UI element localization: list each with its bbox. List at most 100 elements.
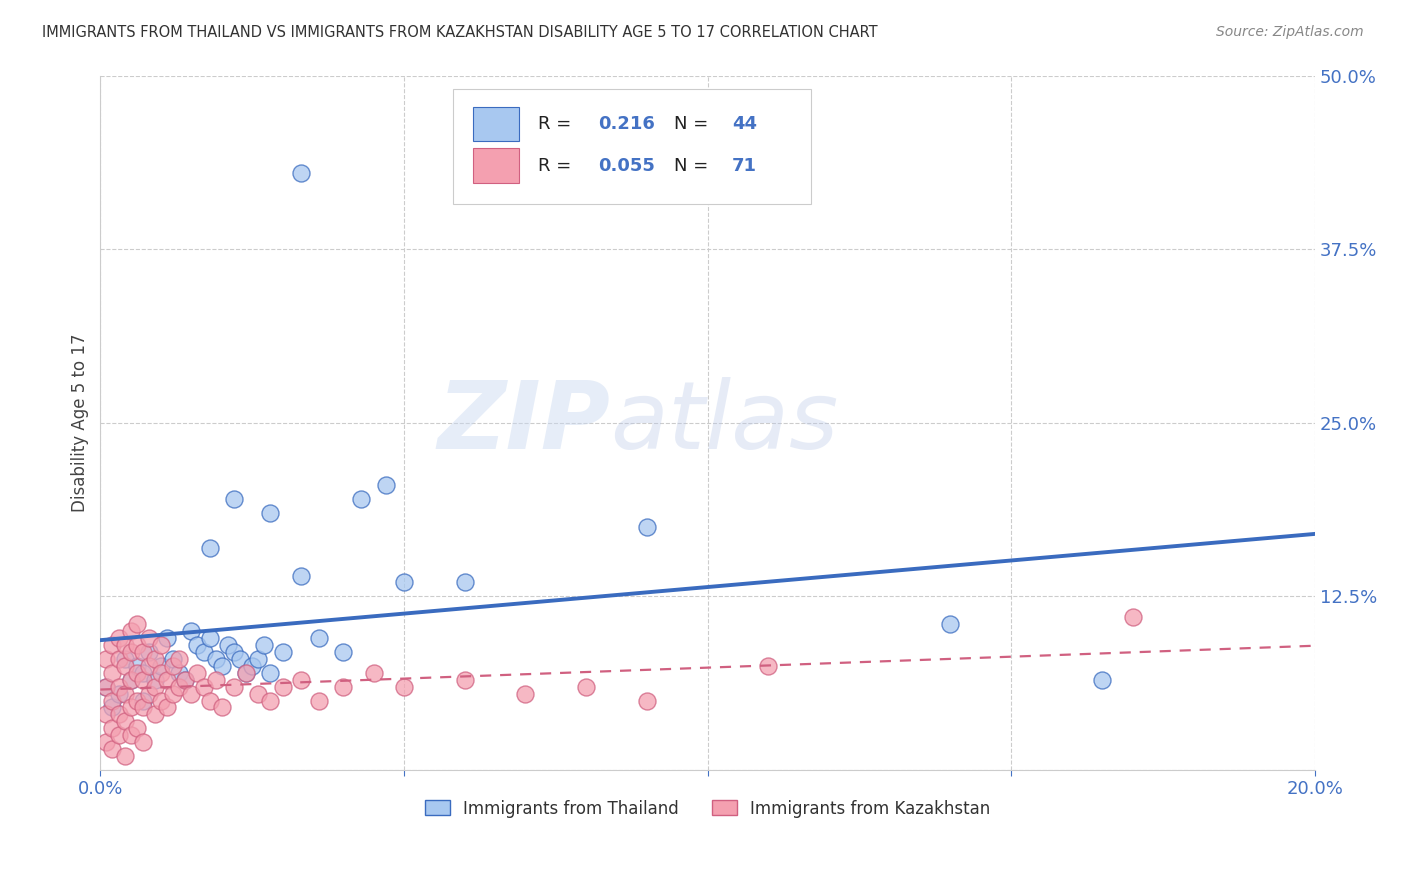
Point: [363, 665, 385, 680]
Point: [193, 645, 215, 659]
Point: [120, 673, 142, 687]
Point: [132, 735, 155, 749]
Point: [392, 575, 415, 590]
Point: [96, 735, 118, 749]
Point: [1091, 673, 1114, 687]
Point: [96, 652, 118, 666]
Point: [107, 680, 129, 694]
Text: N =: N =: [673, 157, 713, 175]
Point: [174, 673, 197, 687]
Point: [107, 728, 129, 742]
Point: [107, 631, 129, 645]
Point: [169, 665, 191, 680]
Point: [198, 541, 221, 555]
Point: [125, 617, 148, 632]
Point: [107, 687, 129, 701]
Point: [107, 707, 129, 722]
Point: [204, 673, 226, 687]
Point: [180, 687, 202, 701]
Point: [114, 687, 136, 701]
Point: [198, 631, 221, 645]
Point: [114, 638, 136, 652]
Point: [290, 166, 312, 180]
Point: [120, 673, 142, 687]
Point: [1122, 610, 1144, 624]
Point: [174, 673, 197, 687]
Point: [453, 673, 475, 687]
Point: [96, 680, 118, 694]
Bar: [474, 148, 519, 183]
Point: [96, 680, 118, 694]
Point: [114, 749, 136, 764]
Text: 0.216: 0.216: [598, 115, 655, 133]
Point: [222, 645, 245, 659]
Point: [156, 673, 179, 687]
Point: [162, 652, 184, 666]
Point: [107, 652, 129, 666]
Point: [120, 624, 142, 639]
Point: [636, 693, 658, 707]
Point: [290, 673, 312, 687]
Point: [132, 693, 155, 707]
Point: [217, 638, 239, 652]
Point: [222, 680, 245, 694]
Point: [308, 693, 330, 707]
Point: [162, 658, 184, 673]
Point: [939, 617, 962, 632]
Bar: [474, 107, 519, 142]
Text: 71: 71: [731, 157, 756, 175]
Point: [125, 638, 148, 652]
Text: R =: R =: [537, 157, 576, 175]
Text: 44: 44: [731, 115, 756, 133]
Point: [101, 700, 124, 714]
Point: [143, 673, 166, 687]
Point: [150, 693, 173, 707]
Point: [235, 665, 257, 680]
Point: [156, 700, 179, 714]
Point: [114, 652, 136, 666]
Point: [125, 722, 148, 736]
Point: [114, 658, 136, 673]
Point: [180, 624, 202, 639]
Point: [125, 665, 148, 680]
Point: [235, 665, 257, 680]
Point: [453, 575, 475, 590]
Point: [169, 652, 191, 666]
Y-axis label: Disability Age 5 to 17: Disability Age 5 to 17: [72, 334, 89, 512]
Point: [247, 687, 270, 701]
Point: [132, 645, 155, 659]
Point: [186, 665, 208, 680]
Point: [259, 665, 281, 680]
Point: [150, 658, 173, 673]
Point: [96, 707, 118, 722]
Point: [169, 680, 191, 694]
Point: [240, 658, 263, 673]
Point: [125, 693, 148, 707]
Point: [259, 693, 281, 707]
Point: [290, 568, 312, 582]
Point: [101, 693, 124, 707]
Point: [247, 652, 270, 666]
Point: [120, 645, 142, 659]
Point: [156, 631, 179, 645]
Point: [374, 478, 396, 492]
Point: [271, 645, 294, 659]
Point: [101, 638, 124, 652]
Point: [143, 652, 166, 666]
Point: [132, 665, 155, 680]
Legend: Immigrants from Thailand, Immigrants from Kazakhstan: Immigrants from Thailand, Immigrants fro…: [418, 793, 997, 824]
Point: [120, 728, 142, 742]
Point: [222, 492, 245, 507]
Point: [101, 665, 124, 680]
Point: [132, 700, 155, 714]
Text: R =: R =: [537, 115, 576, 133]
Point: [271, 680, 294, 694]
Point: [138, 645, 160, 659]
Point: [143, 707, 166, 722]
Point: [253, 638, 276, 652]
Point: [101, 722, 124, 736]
Point: [138, 631, 160, 645]
Point: [636, 520, 658, 534]
Point: [162, 687, 184, 701]
Point: [114, 714, 136, 729]
